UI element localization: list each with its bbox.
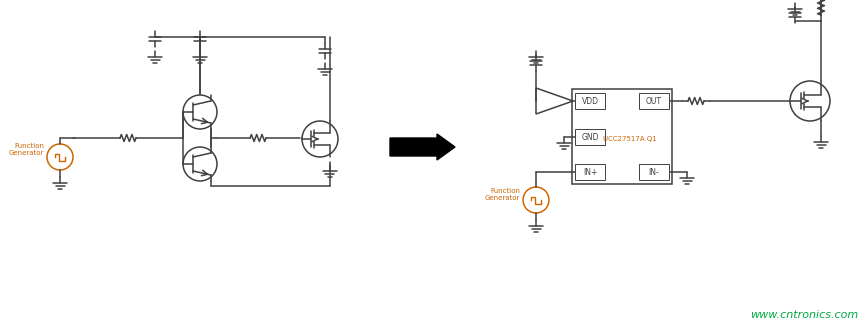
Text: IN+: IN+ (583, 168, 598, 177)
Bar (575, 93, 605, 109)
Text: Function
Generator: Function Generator (485, 188, 520, 201)
Bar (639, 164, 669, 180)
Bar (572, 89, 672, 184)
Bar (575, 129, 605, 145)
Bar (575, 164, 605, 180)
FancyArrow shape (390, 134, 455, 160)
Text: www.cntronics.com: www.cntronics.com (750, 310, 858, 320)
Text: IN-: IN- (649, 168, 659, 177)
Bar (639, 93, 669, 109)
Text: GND: GND (581, 132, 598, 141)
Text: OUT: OUT (646, 97, 662, 106)
Text: Function
Generator: Function Generator (9, 142, 44, 155)
Text: VDD: VDD (581, 97, 598, 106)
Text: UCC27517A Q1: UCC27517A Q1 (603, 135, 657, 141)
